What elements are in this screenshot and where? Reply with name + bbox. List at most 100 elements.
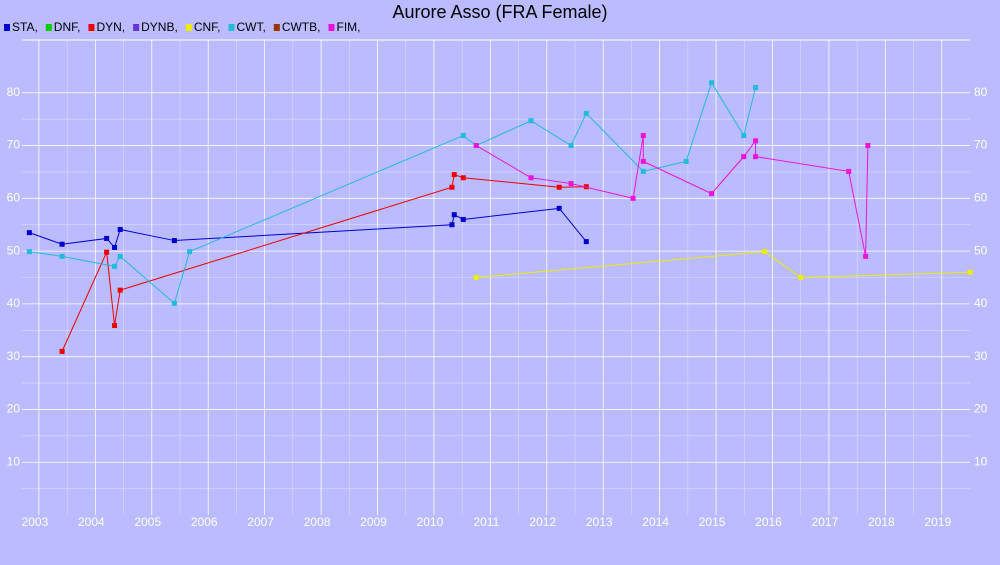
data-point <box>528 118 534 124</box>
data-point <box>709 191 715 197</box>
data-point <box>753 138 759 144</box>
data-point <box>683 158 689 164</box>
y-tick-label: 10 <box>7 454 21 468</box>
data-point <box>59 253 65 259</box>
data-point <box>460 175 466 181</box>
x-tick-label: 2019 <box>924 515 951 529</box>
data-point <box>449 184 455 190</box>
legend-label: DYN, <box>96 20 125 34</box>
data-point <box>59 348 65 354</box>
data-point <box>460 133 466 139</box>
y2-tick-label: 30 <box>974 349 988 363</box>
data-point <box>741 154 747 160</box>
y2-tick-label: 40 <box>974 296 988 310</box>
x-tick-label: 2003 <box>22 515 49 529</box>
y-tick-label: 40 <box>7 296 21 310</box>
legend-swatch <box>45 24 52 31</box>
data-point <box>451 172 457 178</box>
data-point <box>59 241 65 247</box>
legend-swatch <box>328 24 335 31</box>
data-point <box>104 235 110 241</box>
data-point <box>640 133 646 139</box>
data-point <box>112 263 118 269</box>
data-point <box>556 205 562 211</box>
data-point <box>449 222 455 228</box>
legend-swatch <box>88 24 95 31</box>
data-point <box>865 143 871 149</box>
x-tick-label: 2015 <box>699 515 726 529</box>
y-tick-label: 50 <box>7 243 21 257</box>
y2-tick-label: 10 <box>974 454 988 468</box>
x-tick-label: 2018 <box>868 515 895 529</box>
data-point <box>112 323 118 329</box>
data-point <box>104 249 110 255</box>
legend-label: DNF, <box>54 20 81 34</box>
x-tick-label: 2007 <box>247 515 274 529</box>
series-line <box>476 251 971 279</box>
data-point <box>583 110 589 116</box>
data-point <box>863 253 869 259</box>
data-point <box>473 275 479 280</box>
data-point <box>171 238 177 244</box>
y2-tick-label: 50 <box>974 243 988 257</box>
data-point <box>583 239 589 245</box>
y2-tick-label: 70 <box>974 138 988 152</box>
data-point <box>967 269 973 275</box>
x-tick-label: 2008 <box>304 515 331 529</box>
data-point <box>187 249 193 255</box>
legend-label: CWTB, <box>282 20 321 34</box>
y-tick-label: 30 <box>7 349 21 363</box>
y-tick-label: 20 <box>7 402 21 416</box>
data-point <box>640 158 646 164</box>
data-point <box>117 287 123 293</box>
data-point <box>473 143 479 149</box>
x-tick-label: 2017 <box>812 515 839 529</box>
data-point <box>556 184 562 190</box>
y2-tick-label: 60 <box>974 191 988 205</box>
x-tick-label: 2011 <box>473 515 499 529</box>
data-point <box>460 216 466 222</box>
data-point <box>112 244 118 250</box>
legend-label: FIM, <box>336 20 360 34</box>
data-point <box>753 154 759 160</box>
y2-tick-label: 80 <box>974 85 988 99</box>
legend-swatch <box>185 24 192 31</box>
data-point <box>26 230 32 236</box>
y2-tick-label: 20 <box>974 402 988 416</box>
x-tick-label: 2013 <box>586 515 613 529</box>
data-point <box>117 226 123 232</box>
x-tick-label: 2005 <box>134 515 161 529</box>
series-line <box>29 81 757 305</box>
legend-label: CWT, <box>236 20 265 34</box>
data-point <box>753 85 759 90</box>
x-tick-label: 2014 <box>642 515 669 529</box>
legend-label: DYNB, <box>141 20 178 34</box>
data-point <box>451 212 457 218</box>
legend-swatch <box>133 24 140 31</box>
data-point <box>709 80 715 86</box>
chart-title: Aurore Asso (FRA Female) <box>392 2 607 22</box>
x-tick-label: 2016 <box>755 515 782 529</box>
data-point <box>630 195 636 201</box>
legend-swatch <box>228 24 235 31</box>
data-point <box>568 143 574 149</box>
x-tick-label: 2009 <box>360 515 387 529</box>
data-point <box>762 249 768 255</box>
x-tick-label: 2006 <box>191 515 218 529</box>
x-tick-label: 2004 <box>78 515 105 529</box>
x-tick-label: 2010 <box>417 515 444 529</box>
data-point <box>798 275 804 280</box>
legend-swatch <box>4 24 10 31</box>
data-point <box>568 181 574 187</box>
data-point <box>171 300 177 306</box>
y-tick-label: 60 <box>7 191 21 205</box>
x-tick-label: 2012 <box>529 515 556 529</box>
legend-label: STA, <box>12 20 38 34</box>
legend-label: CNF, <box>194 20 221 34</box>
data-point <box>846 168 852 174</box>
y-tick-label: 80 <box>7 85 21 99</box>
y-tick-label: 70 <box>7 138 21 152</box>
data-point <box>640 168 646 174</box>
